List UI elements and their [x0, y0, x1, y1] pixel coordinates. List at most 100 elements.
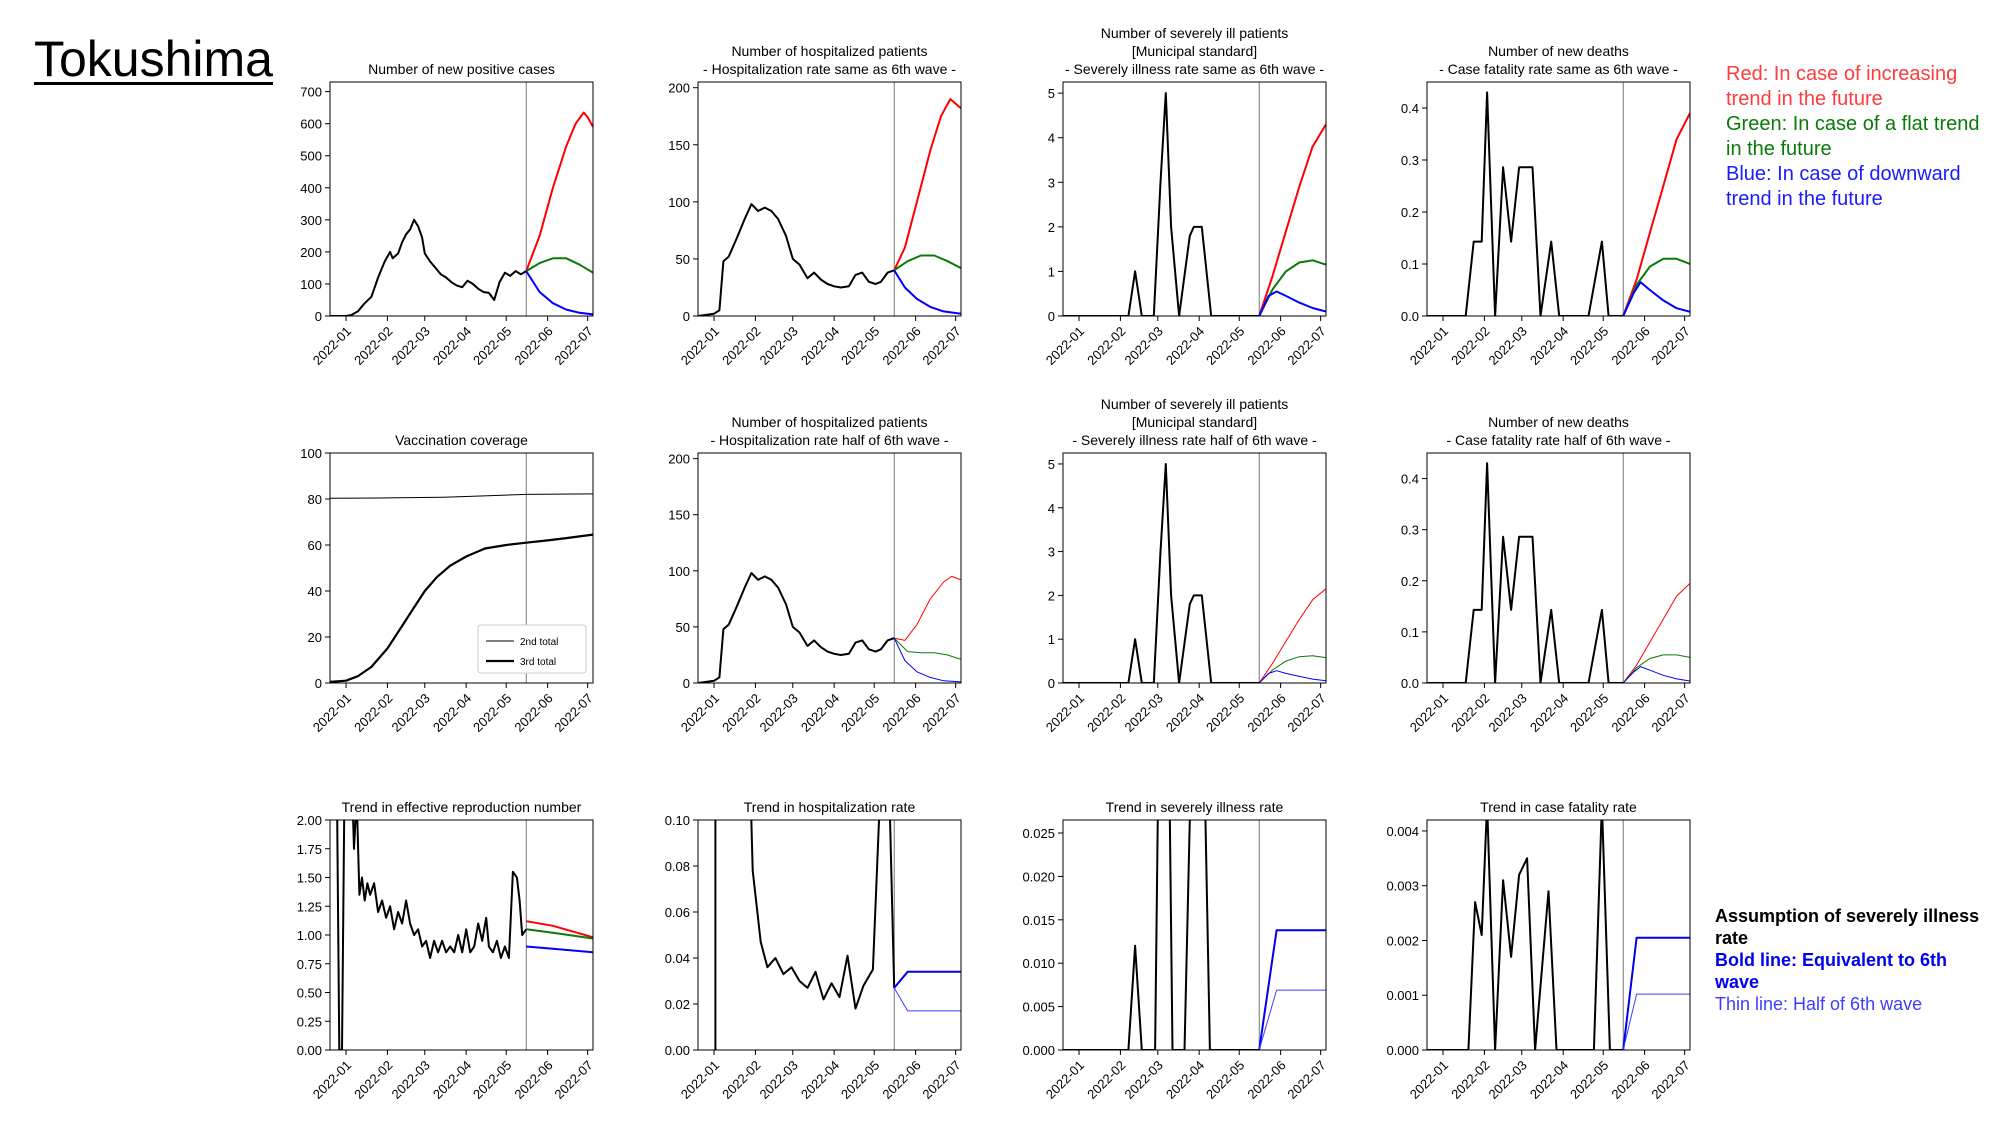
y-tick-label: 0.2 — [1401, 205, 1419, 220]
series-line — [698, 203, 895, 316]
series-line — [1622, 666, 1690, 683]
series-line — [1258, 259, 1326, 316]
y-tick-label: 3 — [1048, 545, 1055, 560]
line-legend-thin: Thin line: Half of 6th wave — [1715, 994, 1923, 1014]
chart-title: - Severely illness rate half of 6th wave… — [1072, 432, 1317, 448]
y-tick-label: 200 — [300, 245, 322, 260]
series-line — [893, 269, 961, 315]
y-tick-label: 0.003 — [1386, 879, 1419, 894]
series-line — [893, 637, 961, 683]
x-tick-label: 2022-02 — [1084, 691, 1128, 735]
chart-title: - Case fatality rate half of 6th wave - — [1446, 432, 1670, 448]
y-tick-label: 60 — [308, 538, 322, 553]
y-tick-label: 50 — [676, 620, 690, 635]
x-tick-label: 2022-07 — [919, 324, 963, 368]
x-tick-label: 2022-04 — [798, 691, 842, 735]
y-tick-label: 1.75 — [297, 842, 322, 857]
plot-frame — [1062, 819, 1327, 1051]
series-line — [893, 254, 961, 272]
line-legend-bold: Bold line: Equivalent to 6th wave — [1715, 950, 1948, 992]
chart-title: Number of new deaths — [1488, 414, 1629, 430]
x-tick-label: 2022-04 — [1163, 324, 1207, 368]
series-line — [336, 820, 528, 1050]
y-tick-label: 200 — [668, 81, 690, 96]
y-tick-label: 0.3 — [1401, 153, 1419, 168]
y-tick-label: 0.08 — [665, 859, 690, 874]
y-tick-label: 1 — [1048, 264, 1055, 279]
x-tick-label: 2022-01 — [310, 691, 354, 735]
x-tick-label: 2022-06 — [1608, 691, 1652, 735]
x-tick-label: 2022-02 — [351, 691, 395, 735]
y-tick-label: 1 — [1048, 632, 1055, 647]
plot-frame — [697, 819, 962, 1051]
x-tick-label: 2022-06 — [1244, 324, 1288, 368]
x-tick-label: 2022-06 — [879, 1058, 923, 1102]
chart-title: Trend in effective reproduction number — [342, 799, 582, 815]
series-line — [698, 572, 895, 683]
x-tick-label: 2022-04 — [798, 1058, 842, 1102]
y-tick-label: 0.00 — [297, 1043, 322, 1058]
y-tick-label: 0.010 — [1022, 956, 1055, 971]
y-tick-label: 5 — [1048, 86, 1055, 101]
series-line — [893, 637, 961, 660]
chart-title: Number of hospitalized patients — [731, 43, 927, 59]
y-tick-label: 0.3 — [1401, 523, 1419, 538]
x-tick-label: 2022-07 — [919, 1058, 963, 1102]
y-tick-label: 0.4 — [1401, 472, 1419, 487]
series-line — [1258, 670, 1326, 683]
chart-title: - Hospitalization rate half of 6th wave … — [710, 432, 948, 448]
x-tick-label: 2022-02 — [719, 1058, 763, 1102]
x-tick-label: 2022-05 — [1567, 1058, 1611, 1102]
y-tick-label: 80 — [308, 492, 322, 507]
series-line — [1622, 281, 1690, 316]
x-tick-label: 2022-01 — [310, 324, 354, 368]
series-line — [893, 970, 961, 989]
y-tick-label: 100 — [300, 277, 322, 292]
y-tick-label: 2 — [1048, 588, 1055, 603]
y-tick-label: 0.025 — [1022, 826, 1055, 841]
chart-hosp-rate: Trend in hospitalization rate 0.00 0.02 0.0… — [665, 799, 964, 1102]
y-tick-label: 150 — [668, 508, 690, 523]
legend-blue-downward: Blue: In case of downward trend in the f… — [1726, 163, 1961, 210]
y-tick-label: 100 — [668, 195, 690, 210]
chart-hosp-same: Number of hospitalized patients - Hospita… — [668, 43, 963, 368]
x-tick-label: 2022-05 — [1567, 324, 1611, 368]
y-tick-label: 300 — [300, 213, 322, 228]
x-tick-label: 2022-04 — [1163, 1058, 1207, 1102]
y-tick-label: 0.4 — [1401, 101, 1419, 116]
series-line — [893, 987, 961, 1012]
chart-title: Number of severely ill patients — [1101, 25, 1289, 41]
series-line — [1063, 92, 1260, 316]
y-tick-label: 0.10 — [665, 813, 690, 828]
plot-frame — [697, 452, 962, 684]
y-tick-label: 0 — [1048, 309, 1055, 324]
x-tick-label: 2022-05 — [470, 324, 514, 368]
y-tick-label: 0.25 — [297, 1014, 322, 1029]
y-tick-label: 0.020 — [1022, 869, 1055, 884]
series-line — [893, 98, 961, 271]
x-tick-label: 2022-05 — [470, 1058, 514, 1102]
x-tick-label: 2022-03 — [1486, 691, 1530, 735]
series-line — [1258, 588, 1326, 683]
chart-title: - Severely illness rate same as 6th wave… — [1065, 61, 1324, 77]
x-tick-label: 2022-01 — [1043, 1058, 1087, 1102]
plot-frame — [329, 81, 594, 317]
x-tick-label: 2022-03 — [389, 324, 433, 368]
series-line — [525, 111, 593, 272]
chart-rt-trend: Trend in effective reproduction number 0.… — [297, 799, 596, 1102]
y-tick-label: 0 — [1048, 676, 1055, 691]
y-tick-label: 500 — [300, 149, 322, 164]
chart-title: Number of new positive cases — [368, 61, 555, 77]
y-tick-label: 1.25 — [297, 899, 322, 914]
y-tick-label: 0.1 — [1401, 625, 1419, 640]
series-line — [1063, 463, 1260, 683]
series-line — [1258, 123, 1326, 316]
y-tick-label: 0.00 — [665, 1043, 690, 1058]
series-line — [1622, 993, 1690, 1050]
y-tick-label: 0.002 — [1386, 933, 1419, 948]
y-tick-label: 4 — [1048, 131, 1055, 146]
y-tick-label: 0.0 — [1401, 676, 1419, 691]
series-line — [1622, 257, 1690, 316]
series-line — [526, 945, 593, 954]
x-tick-label: 2022-01 — [1407, 324, 1451, 368]
